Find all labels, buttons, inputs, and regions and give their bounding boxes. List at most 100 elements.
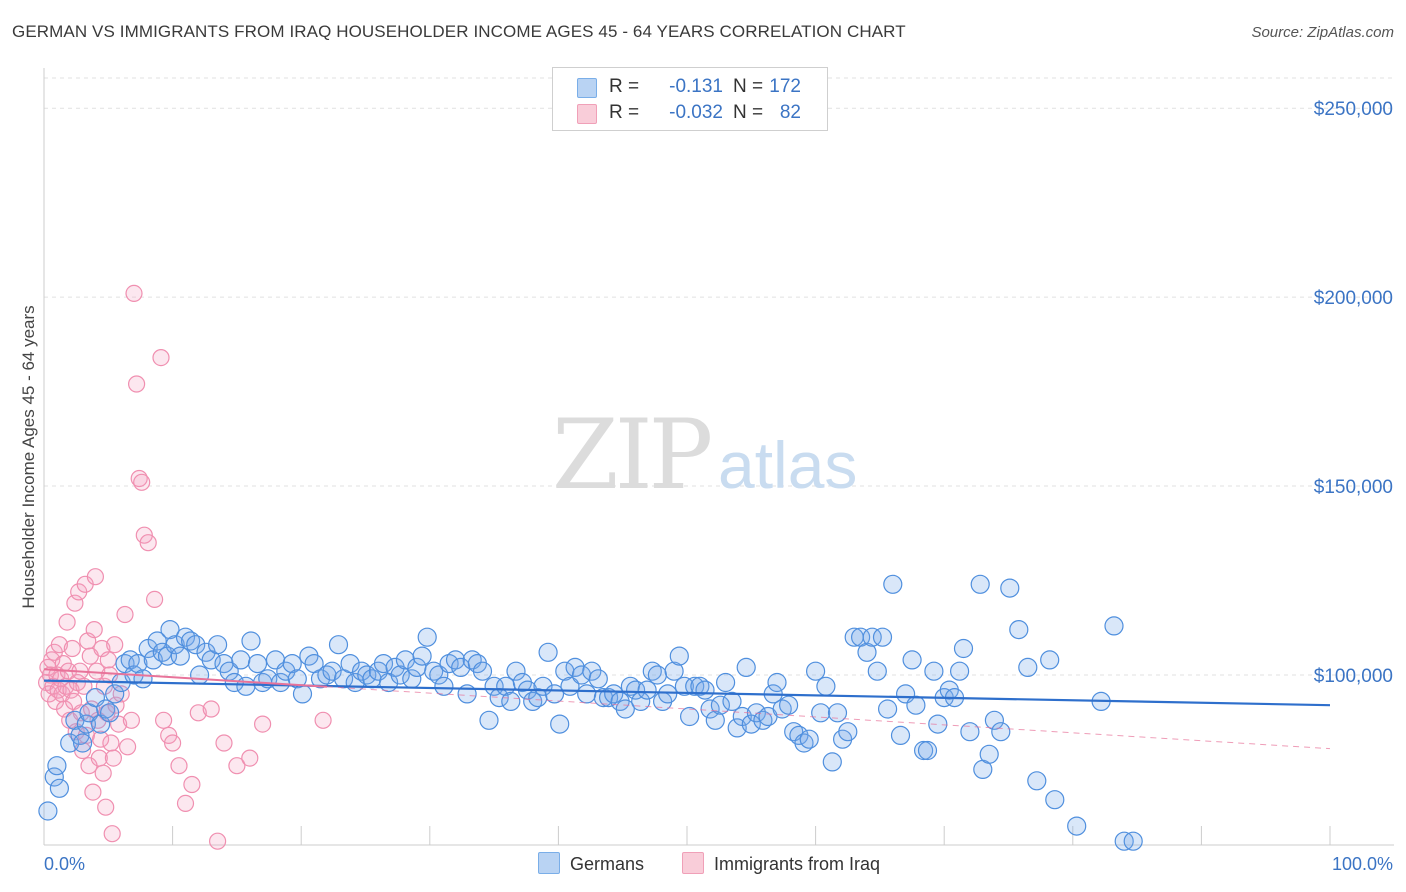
iraq-point — [202, 700, 220, 718]
german-point — [105, 684, 125, 704]
german-point — [715, 672, 736, 693]
bottom-legend-iraq: Immigrants from Iraq — [682, 852, 880, 876]
german-point — [647, 665, 668, 685]
iraq-point — [209, 832, 227, 850]
german-point — [506, 661, 526, 681]
iraq-point — [125, 284, 143, 302]
iraq-point — [152, 349, 170, 367]
iraq-point — [116, 605, 134, 624]
german-point — [827, 703, 848, 723]
iraq-point — [99, 651, 117, 669]
german-point — [890, 725, 911, 746]
iraq-point — [314, 711, 332, 729]
german-point — [412, 646, 432, 666]
german-point — [49, 778, 70, 798]
german-point — [247, 653, 268, 674]
german-point — [970, 574, 990, 594]
n-value: 82 — [779, 102, 801, 123]
iraq-point — [241, 749, 259, 767]
german-point — [175, 627, 196, 647]
german-point — [160, 619, 180, 640]
iraq-point — [139, 534, 157, 552]
x-tick-labels: 0.0% 100.0% — [44, 854, 1393, 874]
german-point — [722, 691, 742, 712]
german-point — [577, 684, 597, 704]
iraq-legend-label: Immigrants from Iraq — [714, 854, 881, 874]
gridlines — [44, 77, 1394, 676]
german-point — [822, 752, 842, 772]
german-point — [373, 653, 394, 674]
german-point — [700, 699, 720, 719]
iraq-point — [100, 666, 119, 684]
german-point — [917, 740, 938, 761]
german-point — [1027, 771, 1047, 791]
german-point — [872, 627, 893, 647]
german-point — [1040, 650, 1060, 670]
iraq-point — [106, 636, 124, 654]
german-point — [811, 703, 831, 723]
german-point — [767, 672, 787, 693]
iraq-point — [94, 764, 112, 782]
y-axis-label: Householder Income Ages 45 - 64 years — [19, 305, 38, 608]
german-point — [208, 635, 228, 655]
german-point — [99, 703, 120, 723]
german-point — [816, 676, 836, 696]
x-tick-label-max: 100.0% — [1332, 854, 1393, 874]
chart-title: GERMAN VS IMMIGRANTS FROM IRAQ HOUSEHOLD… — [12, 22, 906, 41]
german-point — [902, 650, 922, 670]
iraq-point — [215, 734, 233, 752]
iraq-swatch — [577, 104, 597, 124]
german-point — [867, 661, 887, 681]
series-germans — [38, 574, 1143, 851]
german-point — [170, 646, 190, 666]
german-point — [472, 661, 493, 681]
iraq-point — [164, 734, 182, 752]
axes — [43, 68, 1394, 846]
watermark: ZIP atlas — [552, 399, 857, 511]
german-point — [1018, 657, 1038, 678]
german-point — [695, 680, 715, 700]
german-point — [727, 718, 747, 738]
german-point — [736, 657, 756, 678]
iraq-point — [122, 711, 140, 729]
german-point — [984, 710, 1005, 730]
iraq-point — [104, 749, 123, 767]
n-label: N = — [733, 102, 764, 123]
german-point — [1104, 616, 1124, 636]
german-point — [44, 767, 64, 787]
r-label: R = — [609, 76, 640, 97]
y-axis-title: Householder Income Ages 45 - 64 years — [19, 305, 38, 608]
n-value: 172 — [769, 76, 801, 97]
german-point — [588, 669, 608, 689]
german-point — [642, 661, 662, 681]
german-point — [664, 661, 684, 681]
german-point — [857, 642, 877, 662]
german-point — [538, 642, 558, 662]
iraq-point — [112, 685, 130, 703]
german-point — [1000, 578, 1020, 598]
iraq-point — [170, 757, 188, 775]
german-point — [979, 744, 999, 764]
n-label: N = — [733, 76, 764, 97]
german-point — [282, 653, 302, 674]
german-point — [991, 722, 1011, 742]
german-point — [674, 676, 695, 696]
german-point — [38, 801, 58, 821]
german-point — [679, 706, 700, 727]
german-point — [953, 638, 974, 659]
german-point — [753, 710, 773, 730]
iraq-point — [50, 636, 69, 654]
iraq-legend-swatch — [682, 852, 704, 874]
german-point — [960, 722, 980, 742]
iraq-point — [91, 730, 110, 748]
trend-lines — [43, 668, 1331, 750]
german-point — [181, 631, 201, 651]
german-point — [165, 635, 185, 655]
german-point — [710, 695, 731, 715]
y-tick-label: $200,000 — [1314, 288, 1393, 309]
german-point — [72, 733, 93, 753]
german-point — [862, 627, 882, 647]
german-point — [287, 669, 307, 689]
german-point — [794, 733, 814, 753]
